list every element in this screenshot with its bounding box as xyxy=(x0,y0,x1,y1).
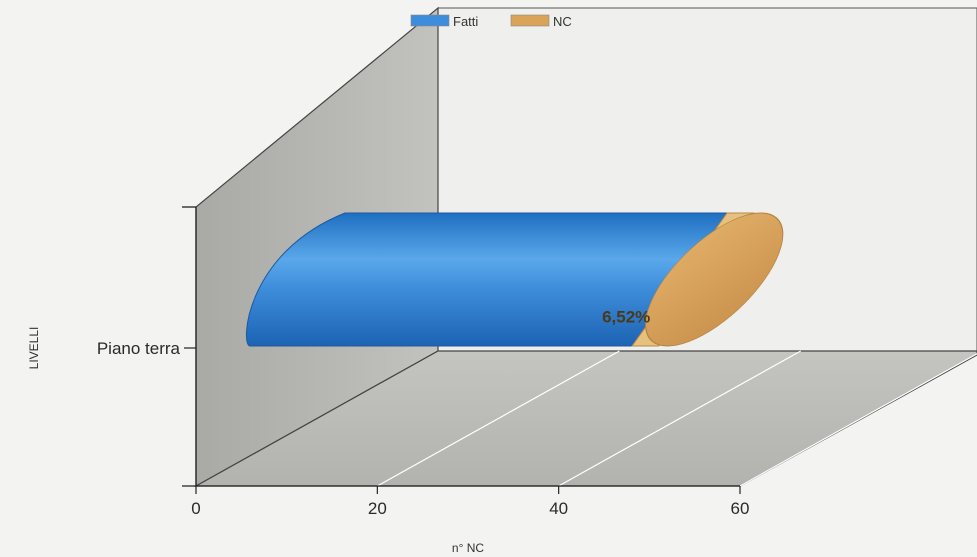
bars xyxy=(245,212,784,347)
y-axis-title: LIVELLI xyxy=(27,327,41,370)
gridline-60 xyxy=(739,353,977,487)
x-tick-label-0: 0 xyxy=(191,499,200,518)
x-axis-title: n° NC xyxy=(452,541,484,555)
x-tick-label-40: 40 xyxy=(549,499,568,518)
data-label-nc: 6,52% xyxy=(602,308,650,327)
bar-nc-cap xyxy=(645,212,784,347)
x-tick-label-20: 20 xyxy=(368,499,387,518)
gridline-20 xyxy=(377,350,620,487)
bar-fatti xyxy=(245,212,729,347)
legend-swatch-nc xyxy=(510,14,550,27)
legend-swatch-fatti xyxy=(410,14,450,27)
labels: 6,52% xyxy=(602,308,650,327)
x-tick-label-60: 60 xyxy=(731,499,750,518)
legend-label-nc: NC xyxy=(553,14,572,29)
axes: 0 20 40 60 Piano terra n° NC LIVELLI xyxy=(27,206,750,555)
legend: Fatti NC xyxy=(410,14,572,29)
legend-label-fatti: Fatti xyxy=(453,14,478,29)
gridline-40 xyxy=(558,350,801,487)
grid-lines xyxy=(377,350,977,487)
category-label: Piano terra xyxy=(97,339,181,358)
